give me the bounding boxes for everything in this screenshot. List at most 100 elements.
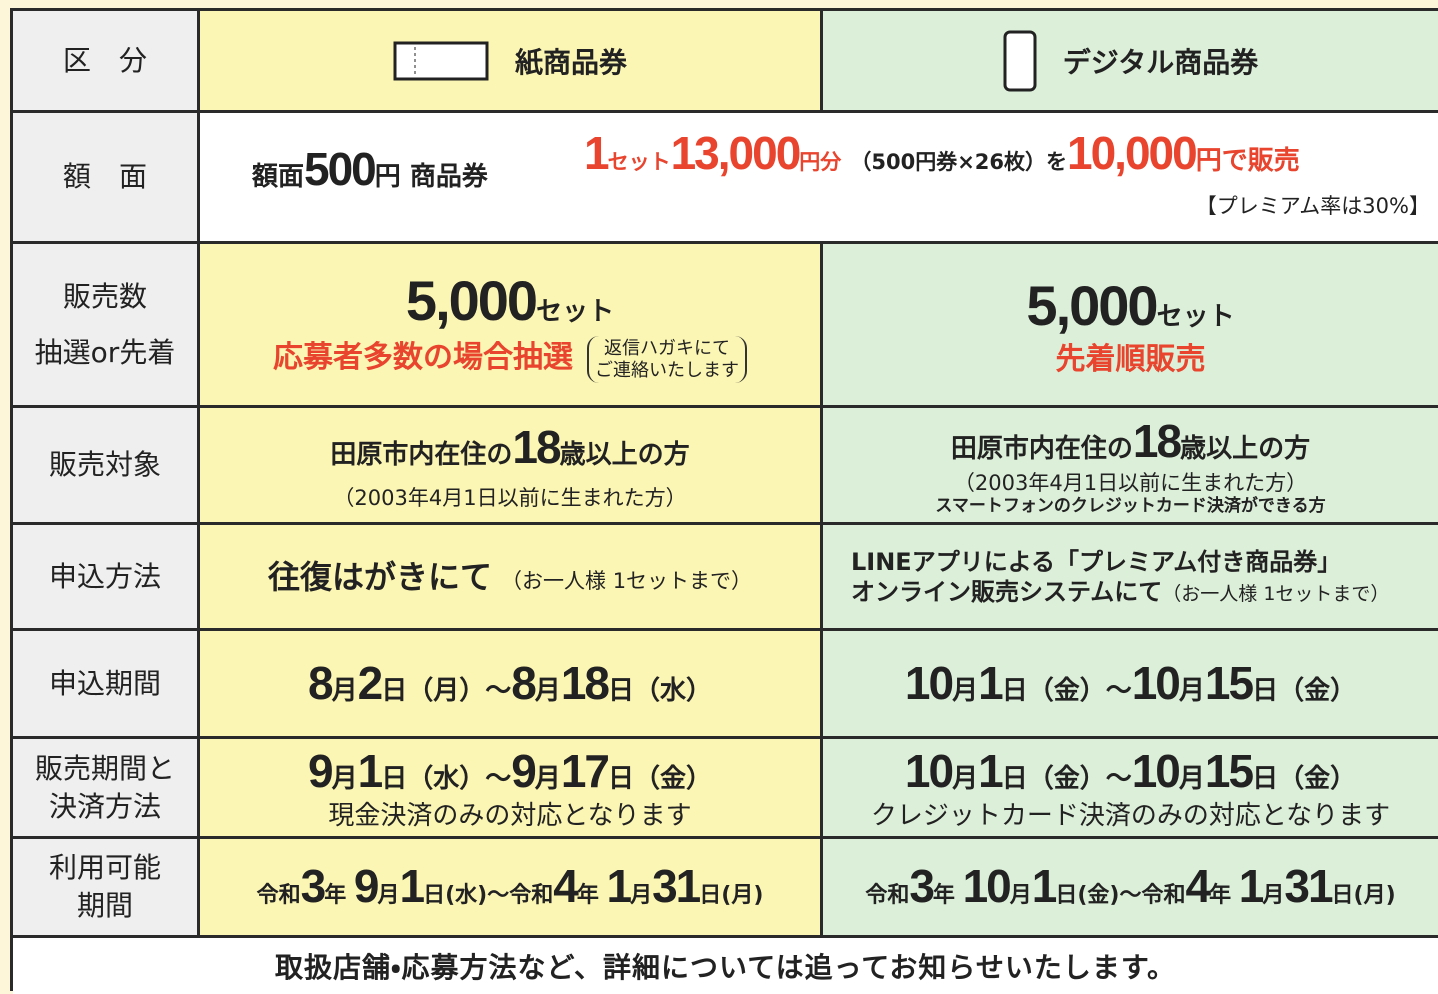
line: 利用可能 期間 (49, 849, 161, 925)
run: （2003年4月1日以前に生まれた方） (333, 485, 687, 510)
run: 月 (952, 763, 979, 794)
cell: 田原市内在住の18歳以上の方 （2003年4月1日以前に生まれた方） (200, 408, 820, 522)
cell: 5,000セット 先着順販売 (823, 244, 1438, 405)
phone-icon (1003, 30, 1037, 91)
run: セット (607, 150, 671, 174)
run: 応募者多数の場合抽選 (273, 340, 573, 375)
run: 日(月) (699, 883, 764, 909)
run: 月 (1262, 883, 1285, 909)
run: 期間 (76, 889, 133, 922)
run: 15 (1204, 656, 1254, 709)
line: 販売対象 (49, 444, 161, 486)
run: 4 (1185, 860, 1212, 913)
run: 日（金）～ (1001, 763, 1132, 794)
run: 1 (978, 744, 1004, 797)
cell: 10月1日（金）～10月15日（金） クレジットカード決済のみの対応となります (823, 739, 1438, 836)
cell: LINEアプリによる「プレミアム付き商品券」 オンライン販売システムにて（お一人… (823, 525, 1438, 628)
row-label: 申込期間 (13, 631, 197, 736)
row-label: 販売対象 (13, 408, 197, 522)
run: 年 (576, 883, 607, 909)
header-label: 区 分 (13, 11, 197, 110)
run: 円で販売 (1195, 146, 1300, 176)
run: 18 (560, 656, 610, 709)
run: 往復はがきにて (267, 557, 492, 596)
run: 15 (1204, 744, 1254, 797)
run: 1 (357, 744, 384, 797)
run: 年 (1209, 883, 1239, 909)
run: 申込方法 (48, 559, 161, 593)
run: 日(金)～令和 (1055, 883, 1186, 909)
cell: 令和3年 9月1日(水)～令和4年 1月31日(月) (200, 839, 820, 935)
run: 決済方法 (48, 789, 161, 823)
premium-rate: 【プレミアム率は30%】 (1195, 194, 1430, 218)
run: 3 (300, 860, 327, 913)
run: 8 (307, 656, 334, 709)
run: 18 (1132, 414, 1182, 467)
run: 日（金）～ (1001, 675, 1132, 706)
run: 年 (324, 883, 354, 909)
run: 月 (534, 763, 561, 794)
row-label: 販売数 抽選or先着 (13, 244, 197, 405)
run: 月 (331, 763, 358, 794)
run: 販売対象 (48, 448, 161, 481)
footer: 取扱店舗・応募方法など、詳細については追ってお知らせいたします。 (13, 938, 1438, 994)
run: 日（金） (1252, 763, 1357, 794)
run: 31 (652, 860, 701, 913)
run: 31 (1284, 860, 1333, 913)
line: 田原市内在住の18歳以上の方 (330, 419, 689, 477)
run: 10 (904, 744, 954, 797)
run: 月 (534, 675, 561, 706)
run: 13,000 (670, 127, 802, 179)
run: 月 (952, 675, 979, 706)
run: 利用可能 (48, 851, 161, 885)
line: 販売期間と 決済方法 (35, 750, 175, 826)
cell: 令和3年 10月1日(金)～令和4年 1月31日(月) (823, 839, 1438, 935)
run: 円 (374, 162, 401, 192)
run: 10 (1131, 656, 1181, 709)
run: 10 (962, 860, 1012, 913)
run: 日（水） (607, 675, 712, 706)
line: 5,000セット (406, 266, 614, 336)
run: 令和 (865, 883, 910, 909)
line: 8月2日（月）～8月18日（水） (308, 655, 712, 713)
run: 月 (630, 883, 653, 909)
header-text: 紙商品券 (514, 45, 627, 79)
run: セット (536, 296, 615, 327)
run: 日（水）～ (381, 763, 512, 794)
row-label: 額 面 (13, 113, 197, 241)
run: オンライン販売システムにて (851, 577, 1163, 606)
row-label: 利用可能 期間 (13, 839, 197, 935)
run: スマートフォンのクレジットカード決済ができる方 (935, 496, 1326, 517)
run: （お一人様 1セットまで） (1162, 582, 1390, 605)
run: 1 (1238, 860, 1265, 913)
run: （500円券×26枚）を (850, 150, 1068, 174)
run: 田原市内在住の (330, 440, 513, 471)
run: 5,000 (405, 268, 538, 332)
run: 3 (909, 860, 935, 913)
run: 日(月) (1331, 883, 1396, 909)
run: 10 (904, 656, 954, 709)
line: 令和3年 10月1日(金)～令和4年 1月31日(月) (865, 858, 1395, 916)
run: 月 (331, 675, 358, 706)
line: 額 面 (63, 156, 147, 198)
run: 商品券 (409, 162, 488, 192)
run: 抽選or先着 (34, 335, 176, 369)
run: 1 (978, 656, 1004, 709)
header-digital: デジタル商品券 (823, 11, 1438, 110)
run: ご連絡いたします (595, 359, 739, 381)
run: 1 (1031, 860, 1058, 913)
run: （2003年4月1日以前に生まれた方） (953, 471, 1308, 495)
cell: 9月1日（水）～9月17日（金） 現金決済のみの対応となります (200, 739, 820, 836)
run: 日（月）～ (381, 675, 512, 706)
line: 申込期間 (49, 663, 161, 705)
run: 現金決済のみの対応となります (328, 801, 692, 831)
run: クレジットカード決済のみの対応となります (870, 801, 1391, 831)
run: 年 (932, 883, 963, 909)
run: セット (1156, 301, 1235, 332)
line: 販売数 抽選or先着 (35, 276, 176, 374)
run: 申込期間 (48, 666, 161, 700)
line: 5,000セット (1026, 271, 1234, 341)
cell: 往復はがきにて （お一人様 1セットまで） (200, 525, 820, 628)
run: 返信ハガキにて (604, 337, 730, 359)
